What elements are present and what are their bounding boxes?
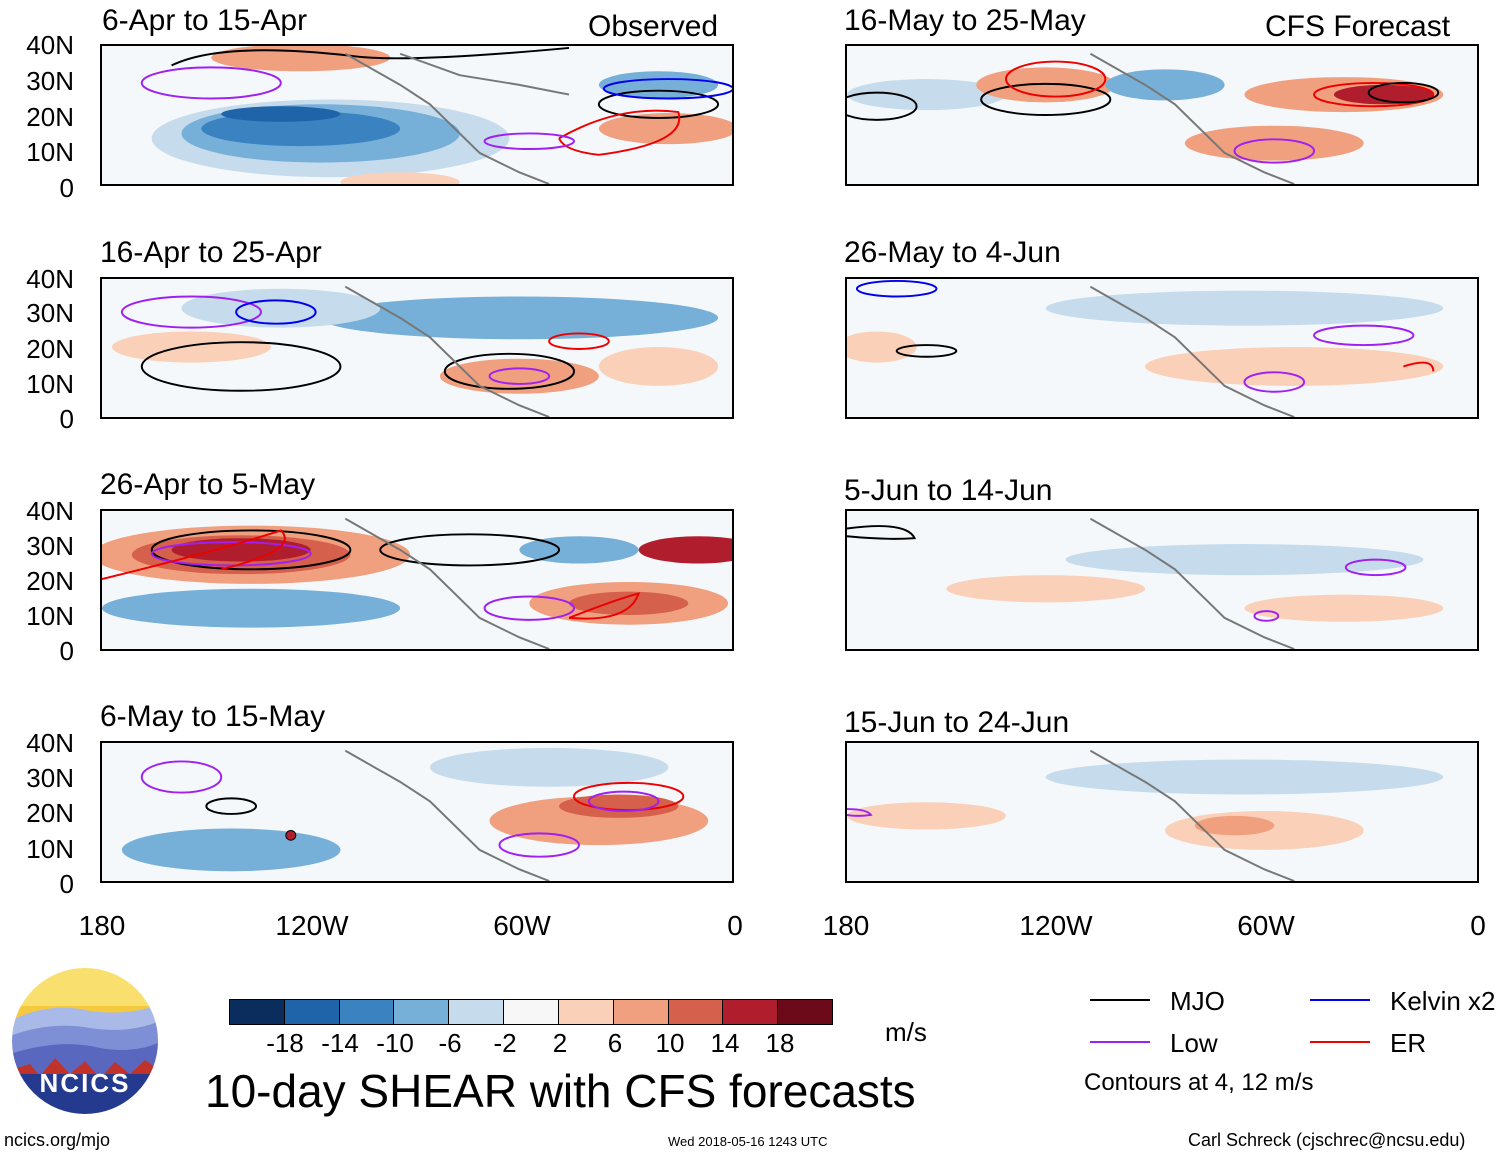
colorbar-label: -14 [321, 1028, 359, 1058]
legend-line-kelvin [1310, 999, 1370, 1001]
footer-timestamp: Wed 2018-05-16 1243 UTC [668, 1134, 828, 1149]
footer-credit: Carl Schreck (cjschrec@ncsu.edu) [1188, 1130, 1466, 1150]
panel-title-right-2: 26-May to 4-Jun [844, 236, 1061, 269]
panel-title-right-4: 15-Jun to 24-Jun [844, 706, 1070, 739]
ncics-logo: NCICS [10, 966, 160, 1116]
x-tick-label: 60W [1237, 910, 1295, 941]
y-tick-label: 10N [26, 601, 74, 631]
y-tick-label: 40N [26, 496, 74, 526]
colorbar-swatch [283, 1000, 339, 1024]
x-tick-label: 0 [1470, 910, 1486, 941]
legend-label-er: ER [1390, 1028, 1427, 1058]
map-panel-left-1 [100, 44, 734, 186]
y-tick-label: 0 [59, 404, 74, 434]
colorbar-label: 6 [607, 1028, 623, 1058]
y-tick-label: 30N [26, 531, 74, 561]
map-panel-right-3 [845, 509, 1479, 651]
colorbar-swatch [612, 1000, 668, 1024]
y-tick-label: 10N [26, 834, 74, 864]
panel-title-left-2: 16-Apr to 25-Apr [100, 236, 322, 269]
y-tick-label: 0 [59, 173, 74, 203]
map-panel-right-4 [845, 741, 1479, 883]
colorbar-label: -18 [266, 1028, 304, 1058]
panel-title-right-3: 5-Jun to 14-Jun [844, 474, 1053, 507]
y-tick-label: 10N [26, 369, 74, 399]
panel-tag-forecast: CFS Forecast [1265, 10, 1451, 43]
colorbar-swatch [722, 1000, 778, 1024]
x-tick-label: 60W [493, 910, 551, 941]
colorbar-label: -6 [438, 1028, 462, 1058]
y-tick-label: 20N [26, 102, 74, 132]
colorbar-swatch [557, 1000, 613, 1024]
y-tick-label: 20N [26, 798, 74, 828]
map-panel-left-4 [100, 741, 734, 883]
colorbar-swatch [777, 1000, 832, 1024]
legend-label-mjo: MJO [1170, 986, 1225, 1016]
colorbar-swatch [338, 1000, 394, 1024]
main-title: 10-day SHEAR with CFS forecasts [205, 1065, 916, 1117]
colorbar-swatch [667, 1000, 723, 1024]
panel-title-left-3: 26-Apr to 5-May [100, 468, 316, 501]
map-panel-right-1 [845, 44, 1479, 186]
colorbar-swatch [503, 1000, 558, 1024]
legend-label-kelvin: Kelvin x2 [1390, 986, 1496, 1016]
colorbar-label: -2 [493, 1028, 517, 1058]
y-tick-label: 40N [26, 264, 74, 294]
legend-line-er [1310, 1041, 1370, 1043]
footer-url[interactable]: ncics.org/mjo [4, 1130, 111, 1150]
colorbar-swatch [230, 1000, 284, 1024]
panel-title-right-1: 16-May to 25-May [844, 4, 1086, 37]
legend-note: Contours at 4, 12 m/s [1084, 1069, 1314, 1096]
panel-title-left-4: 6-May to 15-May [100, 700, 326, 733]
colorbar-swatch [448, 1000, 504, 1024]
y-tick-label: 0 [59, 869, 74, 899]
colorbar-label: 10 [655, 1028, 685, 1058]
y-tick-label: 30N [26, 763, 74, 793]
y-tick-label: 30N [26, 298, 74, 328]
colorbar-label: 18 [765, 1028, 795, 1058]
colorbar-swatch [393, 1000, 449, 1024]
y-tick-label: 20N [26, 334, 74, 364]
y-tick-label: 30N [26, 66, 74, 96]
map-panel-left-2 [100, 277, 734, 419]
y-tick-label: 40N [26, 728, 74, 758]
y-tick-label: 10N [26, 137, 74, 167]
panel-title-left-1: 6-Apr to 15-Apr [102, 4, 308, 37]
logo-text: NCICS [39, 1068, 131, 1098]
legend-line-low [1090, 1041, 1150, 1043]
colorbar-label: -10 [376, 1028, 414, 1058]
panel-tag-observed: Observed [588, 10, 719, 43]
colorbar-units: m/s [885, 1017, 927, 1047]
x-tick-label: 180 [822, 910, 870, 941]
y-tick-label: 40N [26, 30, 74, 60]
colorbar [229, 999, 833, 1025]
x-tick-label: 0 [727, 910, 743, 941]
x-tick-label: 120W [1019, 910, 1093, 941]
map-panel-right-2 [845, 277, 1479, 419]
legend-label-low: Low [1170, 1028, 1218, 1058]
y-tick-label: 0 [59, 636, 74, 666]
x-tick-label: 180 [78, 910, 126, 941]
map-panel-left-3 [100, 509, 734, 651]
colorbar-label: 2 [552, 1028, 568, 1058]
x-tick-label: 120W [275, 910, 349, 941]
legend-line-mjo [1090, 999, 1150, 1001]
y-tick-label: 20N [26, 566, 74, 596]
colorbar-label: 14 [710, 1028, 740, 1058]
